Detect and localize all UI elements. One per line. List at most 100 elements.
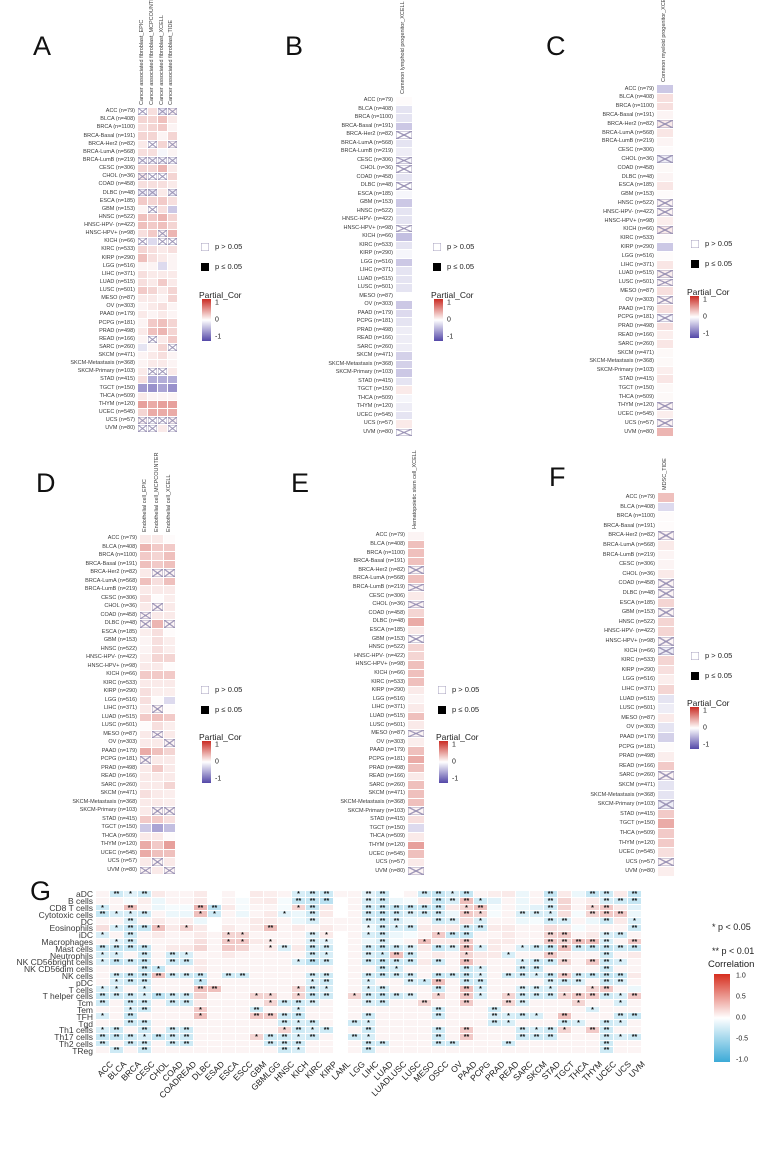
- heatmap-cell: *: [474, 918, 487, 925]
- heatmap-cell: [278, 979, 291, 986]
- heatmap-cell: [278, 972, 291, 979]
- heatmap-cell: [167, 327, 177, 335]
- heatmap-cell: [558, 911, 571, 918]
- heatmap-cell: [222, 945, 235, 952]
- heatmap-cell: [140, 637, 151, 645]
- heatmap-cell: **: [320, 945, 333, 952]
- heatmap-cell: [152, 705, 163, 713]
- heatmap-cell: [147, 327, 157, 335]
- heatmap-cell: [152, 713, 163, 722]
- heatmap-cell: *: [572, 1020, 585, 1027]
- heatmap-cell: [502, 965, 515, 972]
- row-label: DC: [80, 916, 93, 927]
- heatmap-cell: [586, 952, 599, 959]
- heatmap-cell: [166, 945, 179, 952]
- heatmap-cell: [334, 1033, 347, 1040]
- row-label: SKCM-Primary (n=103): [79, 807, 137, 814]
- row-label: TFH: [76, 1011, 93, 1022]
- heatmap-cell: **: [628, 925, 641, 932]
- heatmap-cell: [167, 368, 177, 376]
- heatmap-cell: [164, 730, 175, 739]
- row-label: COAD (n=458): [617, 164, 654, 171]
- heatmap-cell: [320, 965, 333, 972]
- heatmap-cell: **: [600, 1027, 613, 1034]
- heatmap-cell: [488, 1027, 501, 1033]
- heatmap-cell: [138, 897, 151, 904]
- heatmap-cell: *: [614, 999, 627, 1007]
- heatmap-cell: [167, 205, 177, 213]
- row-label: B cells: [67, 896, 93, 907]
- heatmap-cell: [396, 343, 412, 352]
- heatmap-cell: [404, 1006, 417, 1013]
- heatmap-cell: [110, 897, 123, 904]
- row-label: BRCA-Basal (n=191): [83, 132, 135, 139]
- heatmap-cell: **: [628, 938, 641, 946]
- colorbar-tick: 0: [703, 313, 707, 321]
- p-gt-legend-label: p > 0.05: [215, 242, 243, 251]
- row-label: SKCM-Primary (n=103): [596, 367, 654, 374]
- heatmap-cell: [586, 1020, 599, 1027]
- heatmap-cell: **: [628, 993, 641, 1000]
- heatmap-cell: **: [600, 965, 613, 973]
- heatmap-cell: [167, 408, 177, 416]
- heatmap-cell: [138, 327, 147, 335]
- heatmap-cell: *: [586, 986, 599, 993]
- heatmap-cell: *: [516, 945, 529, 952]
- heatmap-cell: [167, 376, 177, 384]
- heatmap-cell: [110, 1013, 123, 1020]
- heatmap-cell: **: [460, 925, 473, 932]
- heatmap-cell: [110, 918, 123, 925]
- row-label: ESCA (n=185): [618, 182, 654, 189]
- colorbar-tick: 0.5: [736, 993, 746, 1001]
- heatmap-cell: [334, 1013, 347, 1020]
- heatmap-cell: **: [558, 979, 571, 986]
- row-label: PRAD (n=498): [618, 323, 654, 330]
- row-label: BRCA-Her2 (n=82): [358, 566, 405, 573]
- heatmap-cell: [334, 999, 347, 1006]
- heatmap-cell: *: [530, 1027, 543, 1034]
- heatmap-cell: [488, 972, 501, 979]
- heatmap-cell: [152, 577, 163, 586]
- row-label: LUSC (n=501): [369, 721, 405, 728]
- heatmap-cell: **: [474, 925, 487, 932]
- heatmap-cell: [208, 1040, 221, 1047]
- heatmap-cell: [164, 841, 175, 849]
- heatmap-cell: **: [446, 945, 459, 952]
- row-label: MESO (n=87): [620, 287, 654, 294]
- p-le-legend-label: p ≤ 0.05: [215, 262, 243, 271]
- colorbar: [690, 707, 699, 749]
- heatmap-cell: *: [180, 952, 193, 959]
- row-label: LGG (n=516): [104, 696, 137, 703]
- heatmap-cell: [446, 911, 459, 918]
- heatmap-cell: [396, 309, 412, 318]
- heatmap-cell: *: [362, 979, 375, 986]
- heatmap-cell: [152, 569, 163, 577]
- row-label: SKCM (n=471): [100, 790, 137, 797]
- heatmap-cell: **: [180, 972, 193, 980]
- heatmap-cell: [418, 897, 431, 904]
- heatmap-cell: **: [362, 891, 375, 898]
- heatmap-cell: [164, 620, 175, 628]
- heatmap-cell: [140, 858, 151, 866]
- heatmap-cell: [320, 1006, 333, 1013]
- heatmap-cell: [147, 294, 157, 303]
- heatmap-cell: [208, 1027, 221, 1033]
- heatmap-cell: **: [544, 891, 557, 898]
- row-label: DLBC (n=48): [622, 589, 655, 596]
- heatmap-cell: **: [544, 959, 557, 966]
- heatmap-cell: [140, 705, 151, 713]
- row-label: LIHC (n=371): [359, 267, 393, 274]
- row-label: BRCA-LumA (n=568): [603, 541, 655, 548]
- colorbar-tick: 0: [452, 758, 456, 766]
- heatmap-cell: [138, 108, 147, 116]
- heatmap-cell: [446, 1033, 459, 1040]
- heatmap-cell: [152, 945, 165, 952]
- row-label: SKCM-Metastasis (n=368): [72, 798, 137, 805]
- heatmap-cell: [628, 952, 641, 959]
- heatmap-cell: [152, 911, 165, 918]
- heatmap-cell: [396, 267, 412, 275]
- heatmap-cell: [376, 1013, 389, 1020]
- heatmap-cell: [657, 234, 673, 243]
- heatmap-cell: [194, 959, 207, 965]
- heatmap-cell: [152, 722, 163, 730]
